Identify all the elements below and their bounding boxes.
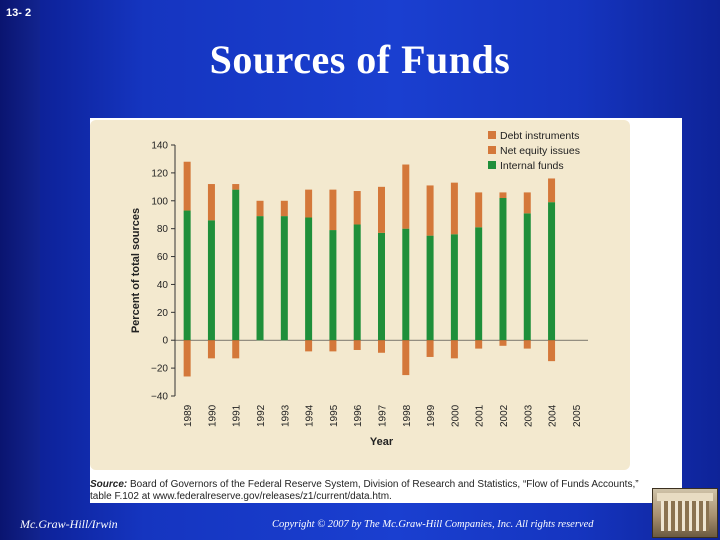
x-tick-label: 2002 (499, 404, 510, 427)
legend-swatch (488, 161, 496, 169)
bar-debt-instruments (353, 191, 361, 225)
publisher-footer: Mc.Graw-Hill/Irwin (20, 517, 118, 531)
bar-net-equity-issues (305, 340, 313, 352)
y-tick-label: 140 (151, 141, 168, 152)
x-tick-label: 2001 (475, 404, 486, 427)
y-tick-label: 60 (157, 252, 169, 263)
bar-net-equity-issues (183, 340, 191, 377)
bar-internal-funds (378, 232, 385, 341)
legend-label: Internal funds (500, 160, 564, 172)
source-text: Board of Governors of the Federal Reserv… (90, 479, 639, 502)
bar-internal-funds (207, 220, 215, 341)
slide-number: 13- 2 (6, 7, 32, 19)
bar-net-equity-issues (402, 340, 410, 376)
legend-swatch (488, 146, 496, 154)
book-cover-roof (657, 493, 713, 501)
bar-internal-funds (183, 210, 191, 341)
bar-internal-funds (280, 216, 288, 341)
bar-debt-instruments (499, 192, 507, 198)
bar-net-equity-issues (426, 340, 434, 357)
bar-net-equity-issues (475, 340, 483, 349)
bar-internal-funds (475, 227, 483, 341)
y-tick-label: 0 (162, 336, 168, 347)
bar-internal-funds (256, 216, 264, 341)
bar-debt-instruments (523, 192, 531, 214)
bar-net-equity-issues (353, 340, 361, 350)
bar-debt-instruments (207, 184, 215, 221)
bar-net-equity-issues (450, 340, 458, 359)
copyright-footer: Copyright © 2007 by The Mc.Graw-Hill Com… (272, 519, 594, 530)
bar-net-equity-issues (232, 340, 240, 359)
y-tick-label: 120 (151, 168, 168, 179)
x-tick-label: 1991 (232, 404, 243, 427)
x-tick-label: 1999 (426, 404, 437, 427)
bar-debt-instruments (450, 182, 458, 235)
legend-swatch (488, 131, 496, 139)
bar-net-equity-issues (378, 340, 385, 353)
x-tick-label: 2004 (548, 404, 559, 427)
sources-of-funds-chart: 140 120 100 80 60 40 20 0 −20 −40 1989 1990 1991 1992… (130, 130, 588, 448)
bar-debt-instruments (329, 189, 337, 231)
chart-panel: 140 120 100 80 60 40 20 0 −20 −40 1989 1990 1991 1992… (90, 118, 682, 503)
bar-internal-funds (353, 224, 361, 341)
x-tick-label: 1998 (402, 404, 413, 427)
bar-debt-instruments (183, 161, 191, 211)
bar-net-equity-issues (523, 340, 531, 349)
y-tick-label: 80 (157, 224, 169, 235)
bar-internal-funds (450, 234, 458, 341)
bar-internal-funds (548, 202, 556, 341)
bar-debt-instruments (548, 178, 556, 203)
bar-net-equity-issues (207, 340, 215, 359)
y-tick-label: 40 (157, 280, 169, 291)
y-tick-label: 100 (151, 196, 168, 207)
bar-net-equity-issues (499, 340, 507, 346)
y-tick-label: −20 (151, 364, 168, 375)
bar-debt-instruments (280, 200, 288, 217)
y-tick-label: 20 (157, 308, 169, 319)
x-tick-label: 2003 (523, 404, 534, 427)
bar-debt-instruments (426, 185, 434, 236)
x-tick-label: 1989 (183, 404, 194, 427)
bar-debt-instruments (402, 164, 410, 229)
bar-debt-instruments (305, 189, 313, 218)
x-tick-label: 1995 (329, 404, 340, 427)
x-tick-label: 1997 (378, 404, 389, 427)
x-tick-label: 1994 (305, 404, 316, 427)
bar-debt-instruments (232, 184, 240, 190)
source-label: Source: (90, 479, 128, 490)
bar-internal-funds (402, 228, 410, 341)
bar-net-equity-issues (329, 340, 337, 352)
book-cover-columns (661, 501, 709, 531)
bar-debt-instruments (378, 186, 385, 233)
bar-internal-funds (232, 189, 240, 341)
slide-title: Sources of Funds (209, 37, 511, 82)
bar-internal-funds (305, 217, 313, 341)
left-accent-strip (0, 0, 40, 540)
y-axis-title: Percent of total sources (130, 208, 142, 333)
source-note: Source: Board of Governors of the Federa… (90, 479, 650, 503)
bar-internal-funds (426, 235, 434, 341)
y-tick-label: −40 (151, 392, 168, 403)
x-tick-label: 2005 (572, 404, 583, 427)
x-tick-label: 1993 (280, 404, 291, 427)
x-axis-title: Year (370, 436, 394, 448)
bar-internal-funds (329, 230, 337, 341)
bar-internal-funds (523, 213, 531, 341)
bar-debt-instruments (256, 200, 264, 217)
x-tick-label: 2000 (450, 404, 461, 427)
x-tick-label: 1990 (207, 404, 218, 427)
bar-internal-funds (499, 197, 507, 341)
x-tick-label: 1992 (256, 404, 267, 427)
bar-debt-instruments (475, 192, 483, 228)
x-tick-label: 1996 (353, 404, 364, 427)
book-cover-icon (652, 488, 718, 538)
bar-net-equity-issues (548, 340, 556, 362)
legend-label: Net equity issues (500, 145, 580, 157)
legend-label: Debt instruments (500, 130, 579, 142)
